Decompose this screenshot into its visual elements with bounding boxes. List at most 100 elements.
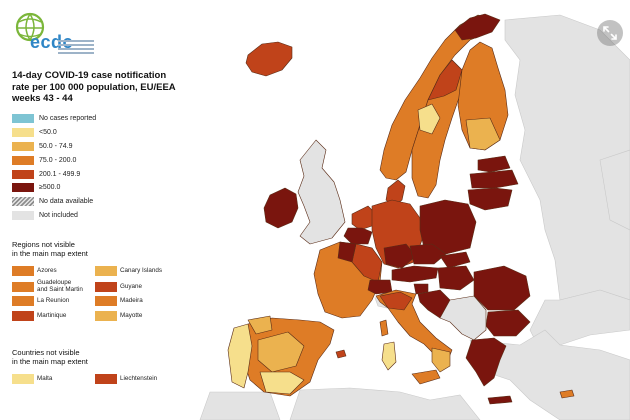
country-norway-north (454, 13, 501, 41)
country-swatch (12, 374, 34, 384)
island-corsica (379, 319, 389, 337)
globe-icon (15, 12, 45, 42)
country-portugal (227, 323, 253, 389)
region-item: Azores (12, 266, 57, 276)
country-lithuania (467, 187, 513, 211)
country-label: Malta (37, 374, 53, 382)
region-label: Martinique (37, 311, 67, 319)
region-swatch (95, 311, 117, 321)
country-iceland (245, 41, 293, 77)
map-title-line: weeks 43 - 44 (12, 93, 73, 104)
region-label-line: Guadeloupe (37, 279, 72, 286)
map-title-line: rate per 100 000 population, EU/EEA (12, 81, 176, 93)
countries-heading: Countries not visible in the main map ex… (12, 348, 162, 366)
country-poland (419, 199, 477, 255)
region-swatch (12, 311, 34, 321)
country-estonia (477, 155, 511, 173)
legend-item: ≥500.0 (12, 181, 96, 195)
region-swatch (12, 266, 34, 276)
country-bulgaria (485, 309, 531, 337)
logo-wordmark: ecdc (30, 32, 74, 52)
ecdc-logo (15, 12, 45, 42)
map-title: 14-day COVID-19 case notification rate p… (12, 70, 202, 105)
region-item: Canary Islands (95, 266, 162, 276)
country-sweden-central (417, 103, 441, 135)
region-label: Guyane (120, 282, 143, 290)
region-item: La Reunion (12, 296, 69, 306)
region-label-line: and Saint Martin (37, 285, 83, 293)
region-item: Mayotte (95, 311, 142, 321)
region-label: Guadeloupe and Saint Martin (37, 279, 83, 293)
region-item: Martinique (12, 311, 66, 321)
country-germany-south (383, 243, 417, 269)
legend-swatch (12, 114, 34, 124)
country-shapes (227, 13, 575, 405)
legend-swatch (12, 141, 34, 151)
countries-heading-line: in the main map extent (12, 357, 88, 366)
region-swatch (95, 282, 117, 292)
legend-swatch (12, 210, 34, 220)
region-label: Azores (37, 266, 57, 274)
island-sardinia (381, 341, 397, 371)
country-france-north (337, 241, 357, 263)
country-italy-north (379, 291, 413, 311)
country-label: Liechtenstein (120, 374, 158, 382)
legend-item: 75.0 - 200.0 (12, 153, 96, 167)
region-label: Canary Islands (120, 266, 162, 274)
logo-subtitle-lines (58, 40, 94, 56)
legend-swatch-hatched (12, 197, 34, 207)
country-greece (465, 337, 507, 387)
legend-label: Not included (39, 211, 78, 219)
countries-heading-line: Countries not visible (12, 348, 80, 357)
region-item: Guyane (95, 282, 142, 292)
legend-label: 50.0 - 74.9 (39, 142, 73, 150)
expand-arrows-icon (603, 26, 617, 40)
region-item: Madeira (95, 296, 143, 306)
region-label: La Reunion (37, 296, 70, 304)
region-swatch (12, 281, 34, 292)
country-spain-northwest (247, 315, 273, 335)
legend-swatch (12, 155, 34, 165)
country-austria (391, 265, 439, 283)
regions-heading: Regions not visible in the main map exte… (12, 240, 162, 258)
legend: No cases reported <50.0 50.0 - 74.9 75.0… (12, 112, 96, 222)
country-cyprus (559, 389, 575, 399)
country-slovakia (439, 251, 471, 269)
island-balearics (335, 349, 347, 359)
map-title-line: 14-day COVID-19 case notification (12, 70, 167, 81)
country-romania (473, 265, 531, 311)
island-crete (487, 395, 513, 405)
regions-heading-line: Regions not visible (12, 240, 75, 249)
legend-label: No cases reported (39, 115, 97, 123)
country-hungary (437, 265, 475, 291)
legend-item: <50.0 (12, 126, 96, 140)
country-spain-south (259, 371, 305, 395)
country-item: Liechtenstein (95, 374, 157, 384)
legend-item: 50.0 - 74.9 (12, 140, 96, 154)
country-czechia (409, 243, 447, 265)
region-label: Madeira (120, 296, 143, 304)
legend-item: No data available (12, 195, 96, 209)
country-item: Malta (12, 374, 52, 384)
region-swatch (12, 296, 34, 306)
regions-heading-line: in the main map extent (12, 249, 88, 258)
legend-label: ≥500.0 (39, 184, 61, 192)
legend-swatch (12, 169, 34, 179)
country-ireland (263, 187, 299, 229)
legend-label: 75.0 - 200.0 (39, 156, 77, 164)
legend-label: No data available (39, 198, 94, 206)
island-sicily (411, 369, 441, 385)
legend-swatch (12, 128, 34, 138)
legend-item: 200.1 - 499.9 (12, 167, 96, 181)
united-kingdom (297, 139, 346, 245)
expand-button[interactable] (597, 20, 623, 46)
region-item: Guadeloupe and Saint Martin (12, 279, 83, 293)
country-finland-south (465, 117, 501, 151)
region-swatch (95, 266, 117, 276)
country-swatch (95, 374, 117, 384)
region-label: Mayotte (120, 311, 143, 319)
legend-label: <50.0 (39, 129, 57, 137)
country-latvia (469, 169, 519, 189)
legend-swatch (12, 183, 34, 193)
